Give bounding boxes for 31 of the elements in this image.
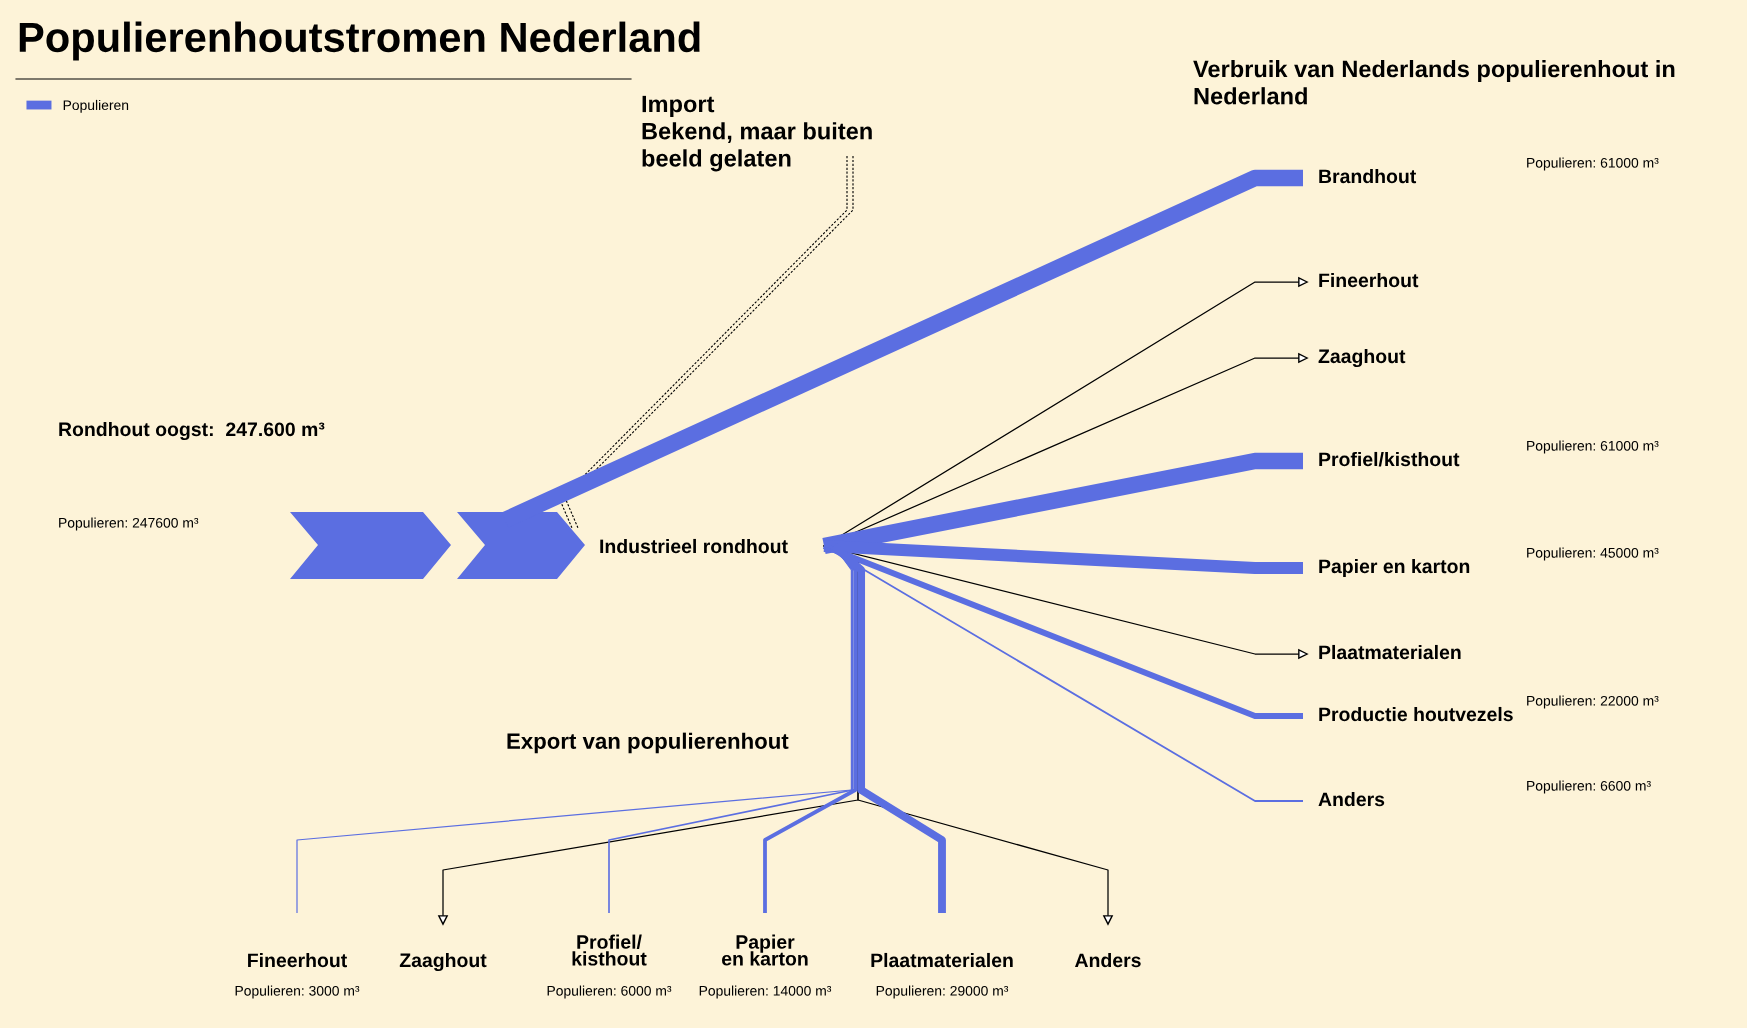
category-label: Brandhout xyxy=(1319,168,1417,184)
data-label: Populieren: 22000 m³ xyxy=(1527,695,1659,709)
category-label: Fineerhout xyxy=(1319,272,1419,288)
data-label: Populieren: 61000 m³ xyxy=(1527,157,1659,171)
text: Verbruik van Nederlands populierenhout in Nederland xyxy=(1193,60,1675,105)
text: Import Bekend, maar buiten beeld gelaten xyxy=(642,95,872,172)
text: Populierenhoutstromen Nederland xyxy=(19,21,700,61)
data-label: Populieren: 14000 m³ xyxy=(699,985,832,999)
data-label: Populieren: 61000 m³ xyxy=(1527,440,1659,454)
text: Populieren: 247600 m³ xyxy=(59,517,199,531)
data-label: Populieren: 45000 m³ xyxy=(1527,547,1659,561)
data-label: Populieren: 6000 m³ xyxy=(547,985,672,999)
category-label: Plaatmaterialen xyxy=(1319,644,1461,660)
category-label: Productie houtvezels xyxy=(1319,706,1513,722)
text: Rondhout oogst: 247.600 m³ xyxy=(59,421,325,441)
category-label: Anders xyxy=(1318,791,1385,807)
category-label: Plaatmaterialen xyxy=(871,952,1013,968)
category-label: Papier en karton xyxy=(722,934,808,966)
text: Industrieel rondhout xyxy=(600,538,788,554)
category-label: Profiel/kisthout xyxy=(1319,451,1460,467)
category-label: Profiel/ kisthout xyxy=(572,934,647,966)
category-label: Fineerhout xyxy=(248,952,347,968)
data-label: Populieren: 6600 m³ xyxy=(1527,780,1651,794)
text: Export van populierenhout xyxy=(507,732,789,754)
category-label: Zaaghout xyxy=(399,952,487,972)
category-label: Zaaghout xyxy=(1318,348,1406,368)
category-label: Anders xyxy=(1074,952,1141,968)
legend-label: Populieren xyxy=(63,99,129,113)
data-label: Populieren: 3000 m³ xyxy=(235,985,360,999)
category-label: Papier en karton xyxy=(1319,558,1470,578)
data-label: Populieren: 29000 m³ xyxy=(876,985,1009,999)
